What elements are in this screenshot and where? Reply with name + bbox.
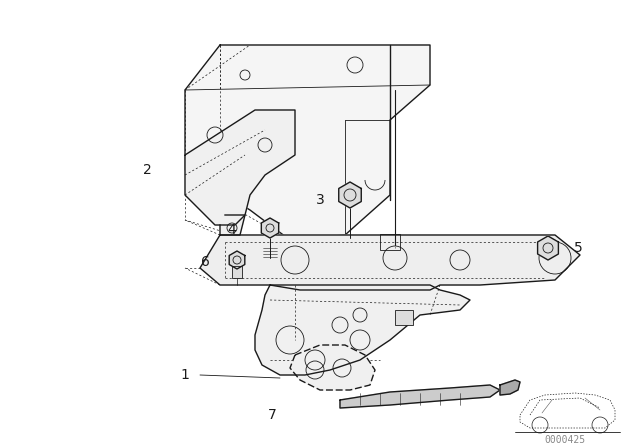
Polygon shape: [185, 45, 430, 240]
Bar: [380, 234, 400, 250]
Polygon shape: [290, 345, 375, 390]
Text: 1: 1: [180, 368, 189, 382]
Polygon shape: [229, 251, 244, 269]
Text: 5: 5: [573, 241, 582, 255]
Polygon shape: [538, 236, 558, 260]
Polygon shape: [261, 218, 278, 238]
Polygon shape: [340, 385, 500, 408]
Bar: [395, 310, 413, 325]
Polygon shape: [200, 235, 580, 290]
Text: 4: 4: [228, 223, 236, 237]
Bar: [232, 266, 242, 278]
Polygon shape: [339, 182, 361, 208]
Text: 6: 6: [200, 255, 209, 269]
Text: 2: 2: [143, 163, 152, 177]
Text: 7: 7: [268, 408, 276, 422]
Text: 3: 3: [316, 193, 324, 207]
Text: 0000425: 0000425: [545, 435, 586, 445]
Polygon shape: [185, 110, 295, 225]
Polygon shape: [500, 380, 520, 395]
Polygon shape: [220, 215, 245, 235]
Polygon shape: [255, 285, 470, 375]
